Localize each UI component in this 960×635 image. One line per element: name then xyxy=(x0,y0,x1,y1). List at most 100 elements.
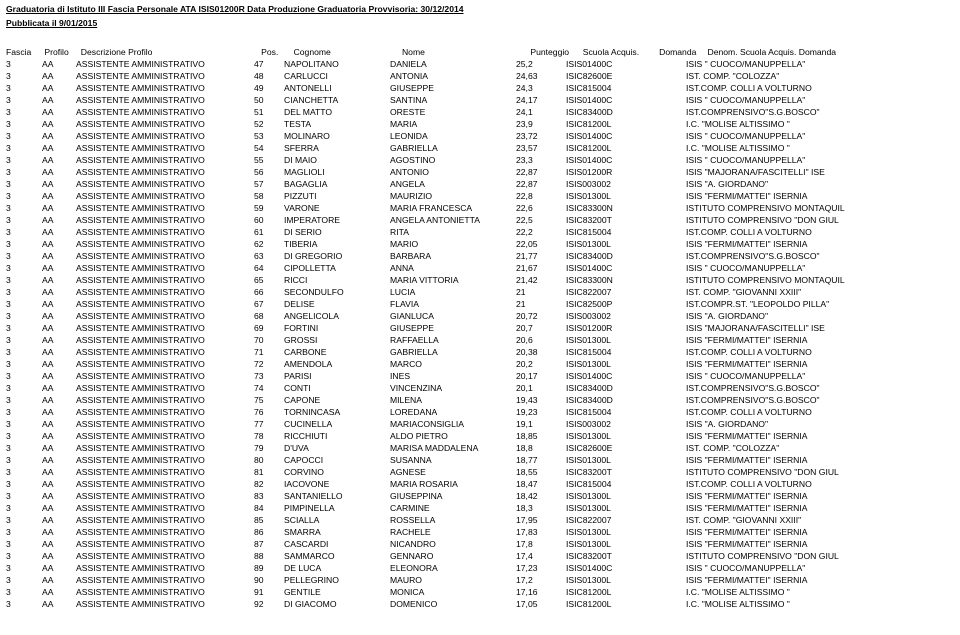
cell-profilo: AA xyxy=(42,490,76,502)
cell-desc: ASSISTENTE AMMINISTRATIVO xyxy=(76,454,254,466)
cell-punt: 20,72 xyxy=(516,310,566,322)
cell-profilo: AA xyxy=(42,430,76,442)
cell-profilo: AA xyxy=(42,418,76,430)
cell-pos: 55 xyxy=(254,154,284,166)
table-row: 3AAASSISTENTE AMMINISTRATIVO66SECONDULFO… xyxy=(6,286,954,298)
cell-cognome: CAPOCCI xyxy=(284,454,390,466)
cell-desc: ASSISTENTE AMMINISTRATIVO xyxy=(76,70,254,82)
cell-fascia: 3 xyxy=(6,310,42,322)
cell-cognome: IMPERATORE xyxy=(284,214,390,226)
cell-denom: IST.COMP. COLLI A VOLTURNO xyxy=(686,226,946,238)
cell-denom: IST.COMP. COLLI A VOLTURNO xyxy=(686,346,946,358)
cell-punt: 21 xyxy=(516,298,566,310)
cell-scuola: ISIC82500P xyxy=(566,298,640,310)
cell-fascia: 3 xyxy=(6,214,42,226)
cell-cognome: CARLUCCI xyxy=(284,70,390,82)
cell-punt: 19,23 xyxy=(516,406,566,418)
cell-denom: ISIS "FERMI/MATTEI" ISERNIA xyxy=(686,358,946,370)
cell-pos: 72 xyxy=(254,358,284,370)
table-row: 3AAASSISTENTE AMMINISTRATIVO55DI MAIOAGO… xyxy=(6,154,954,166)
cell-pos: 78 xyxy=(254,430,284,442)
cell-denom: ISIS "A. GIORDANO" xyxy=(686,178,946,190)
cell-scuola: ISIC83300N xyxy=(566,202,640,214)
cell-punt: 24,17 xyxy=(516,94,566,106)
cell-nome: LOREDANA xyxy=(390,406,516,418)
cell-profilo: AA xyxy=(42,58,76,70)
table-header: Fascia Profilo Descrizione Profilo Pos. … xyxy=(6,46,954,58)
table-row: 3AAASSISTENTE AMMINISTRATIVO82IACOVONEMA… xyxy=(6,478,954,490)
cell-cognome: ANGELICOLA xyxy=(284,310,390,322)
table-row: 3AAASSISTENTE AMMINISTRATIVO62TIBERIAMAR… xyxy=(6,238,954,250)
cell-profilo: AA xyxy=(42,202,76,214)
cell-punt: 17,05 xyxy=(516,598,566,610)
cell-fascia: 3 xyxy=(6,430,42,442)
cell-desc: ASSISTENTE AMMINISTRATIVO xyxy=(76,202,254,214)
cell-cognome: SFERRA xyxy=(284,142,390,154)
cell-nome: SUSANNA xyxy=(390,454,516,466)
cell-nome: BARBARA xyxy=(390,250,516,262)
cell-pos: 64 xyxy=(254,262,284,274)
cell-denom: IST. COMP. "GIOVANNI XXIII" xyxy=(686,514,946,526)
cell-scuola: ISIC815004 xyxy=(566,82,640,94)
cell-profilo: AA xyxy=(42,358,76,370)
cell-cognome: NAPOLITANO xyxy=(284,58,390,70)
cell-profilo: AA xyxy=(42,178,76,190)
cell-scuola: ISIC83400D xyxy=(566,382,640,394)
cell-fascia: 3 xyxy=(6,286,42,298)
cell-desc: ASSISTENTE AMMINISTRATIVO xyxy=(76,562,254,574)
cell-denom: ISTITUTO COMPRENSIVO "DON GIUL xyxy=(686,214,946,226)
cell-scuola: ISIS01400C xyxy=(566,154,640,166)
cell-nome: LEONIDA xyxy=(390,130,516,142)
cell-denom: IST.COMP. COLLI A VOLTURNO xyxy=(686,406,946,418)
cell-pos: 87 xyxy=(254,538,284,550)
cell-scuola: ISIS01400C xyxy=(566,262,640,274)
col-domanda: Domanda xyxy=(659,46,705,58)
cell-denom: I.C. "MOLISE ALTISSIMO " xyxy=(686,586,946,598)
cell-fascia: 3 xyxy=(6,94,42,106)
cell-profilo: AA xyxy=(42,514,76,526)
cell-punt: 18,8 xyxy=(516,442,566,454)
cell-nome: ROSSELLA xyxy=(390,514,516,526)
page-subtitle: Pubblicata il 9/01/2015 xyxy=(6,18,954,28)
cell-pos: 88 xyxy=(254,550,284,562)
cell-desc: ASSISTENTE AMMINISTRATIVO xyxy=(76,550,254,562)
table-row: 3AAASSISTENTE AMMINISTRATIVO78RICCHIUTIA… xyxy=(6,430,954,442)
cell-profilo: AA xyxy=(42,70,76,82)
cell-pos: 60 xyxy=(254,214,284,226)
cell-cognome: CUCINELLA xyxy=(284,418,390,430)
cell-scuola: ISIC83400D xyxy=(566,394,640,406)
cell-scuola: ISIC83400D xyxy=(566,106,640,118)
cell-pos: 80 xyxy=(254,454,284,466)
table-row: 3AAASSISTENTE AMMINISTRATIVO63DI GREGORI… xyxy=(6,250,954,262)
table-row: 3AAASSISTENTE AMMINISTRATIVO50CIANCHETTA… xyxy=(6,94,954,106)
cell-nome: GABRIELLA xyxy=(390,346,516,358)
table-row: 3AAASSISTENTE AMMINISTRATIVO76TORNINCASA… xyxy=(6,406,954,418)
cell-scuola: ISIC82600E xyxy=(566,70,640,82)
cell-nome: MARIA ROSARIA xyxy=(390,478,516,490)
cell-scuola: ISIS01300L xyxy=(566,238,640,250)
cell-punt: 24,3 xyxy=(516,82,566,94)
cell-denom: ISIS "FERMI/MATTEI" ISERNIA xyxy=(686,490,946,502)
cell-nome: LUCIA xyxy=(390,286,516,298)
cell-nome: DOMENICO xyxy=(390,598,516,610)
cell-denom: ISTITUTO COMPRENSIVO "DON GIUL xyxy=(686,466,946,478)
cell-nome: MARIACONSIGLIA xyxy=(390,418,516,430)
cell-desc: ASSISTENTE AMMINISTRATIVO xyxy=(76,418,254,430)
cell-profilo: AA xyxy=(42,94,76,106)
table-row: 3AAASSISTENTE AMMINISTRATIVO83SANTANIELL… xyxy=(6,490,954,502)
cell-cognome: MAGLIOLI xyxy=(284,166,390,178)
cell-cognome: PIMPINELLA xyxy=(284,502,390,514)
cell-fascia: 3 xyxy=(6,238,42,250)
cell-nome: GIUSEPPE xyxy=(390,82,516,94)
cell-fascia: 3 xyxy=(6,406,42,418)
cell-nome: MILENA xyxy=(390,394,516,406)
cell-cognome: PELLEGRINO xyxy=(284,574,390,586)
cell-nome: VINCENZINA xyxy=(390,382,516,394)
table-row: 3AAASSISTENTE AMMINISTRATIVO84PIMPINELLA… xyxy=(6,502,954,514)
cell-desc: ASSISTENTE AMMINISTRATIVO xyxy=(76,82,254,94)
cell-punt: 22,05 xyxy=(516,238,566,250)
cell-pos: 47 xyxy=(254,58,284,70)
cell-cognome: DEL MATTO xyxy=(284,106,390,118)
cell-profilo: AA xyxy=(42,478,76,490)
cell-punt: 22,87 xyxy=(516,166,566,178)
